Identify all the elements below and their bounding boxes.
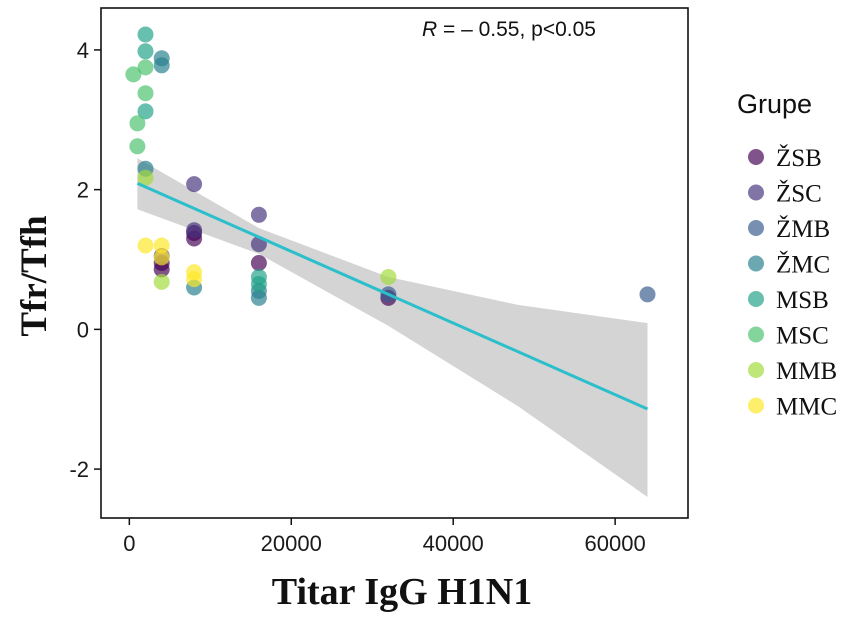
legend-label: ŽMB: [776, 215, 830, 243]
legend-label: ŽSC: [776, 180, 822, 208]
data-point: [137, 43, 154, 60]
legend-label: MMC: [776, 394, 837, 421]
data-point: [125, 66, 142, 83]
data-point: [380, 269, 397, 285]
legend-label: MMB: [776, 358, 837, 385]
data-point: [250, 255, 267, 271]
data-point: [153, 237, 170, 254]
data-point: [153, 50, 170, 67]
y-axis-title: Tfr/Tfh: [14, 215, 55, 337]
data-point: [153, 249, 170, 266]
legend-key: [748, 255, 764, 272]
data-point: [137, 85, 154, 102]
legend-label: MSB: [776, 287, 829, 314]
data-point: [186, 222, 203, 239]
plot-area: [125, 26, 656, 497]
legend-key: [748, 184, 764, 201]
data-point: [129, 115, 146, 132]
y-tick-label: 0: [77, 317, 89, 342]
legend-key: [748, 220, 764, 236]
data-point: [137, 103, 154, 120]
data-point: [250, 269, 267, 285]
legend-key: [748, 397, 764, 414]
stat-annotation: R = – 0.55, p<0.05: [422, 18, 596, 41]
stat-symbol: R: [422, 18, 437, 41]
data-point: [137, 26, 154, 43]
y-tick-label: 2: [77, 178, 89, 203]
data-point: [137, 237, 154, 254]
data-point: [639, 286, 656, 303]
legend-key: [748, 362, 764, 378]
plot-frame: [100, 7, 689, 519]
data-point: [137, 59, 154, 76]
data-point: [153, 273, 170, 290]
x-tick-label: 20000: [261, 531, 322, 556]
x-tick-label: 60000: [585, 531, 646, 556]
data-point: [137, 169, 154, 186]
legend-label: ŽSB: [776, 144, 822, 172]
x-tick-label: 40000: [423, 531, 484, 556]
data-point: [129, 138, 146, 155]
regression-line: [136, 181, 649, 411]
x-axis-title: Titar IgG H1N1: [272, 571, 532, 613]
legend-label: MSC: [776, 323, 829, 350]
legend-key: [748, 149, 764, 165]
legend: ŽSB ŽSC ŽMB ŽMC MSB MSC MMB MMC: [748, 144, 837, 421]
data-point: [186, 264, 203, 281]
confidence-band: [137, 158, 648, 497]
y-tick-label: 4: [77, 38, 89, 63]
y-tick-label: -2: [69, 457, 89, 482]
data-point: [250, 206, 267, 223]
data-point: [186, 176, 203, 193]
legend-key: [748, 326, 764, 343]
x-tick-label: 0: [123, 531, 135, 556]
legend-label: ŽMC: [776, 251, 830, 279]
legend-title: Grupe: [737, 89, 812, 119]
legend-key: [748, 291, 764, 307]
stat-text: = – 0.55, p<0.05: [437, 18, 596, 41]
